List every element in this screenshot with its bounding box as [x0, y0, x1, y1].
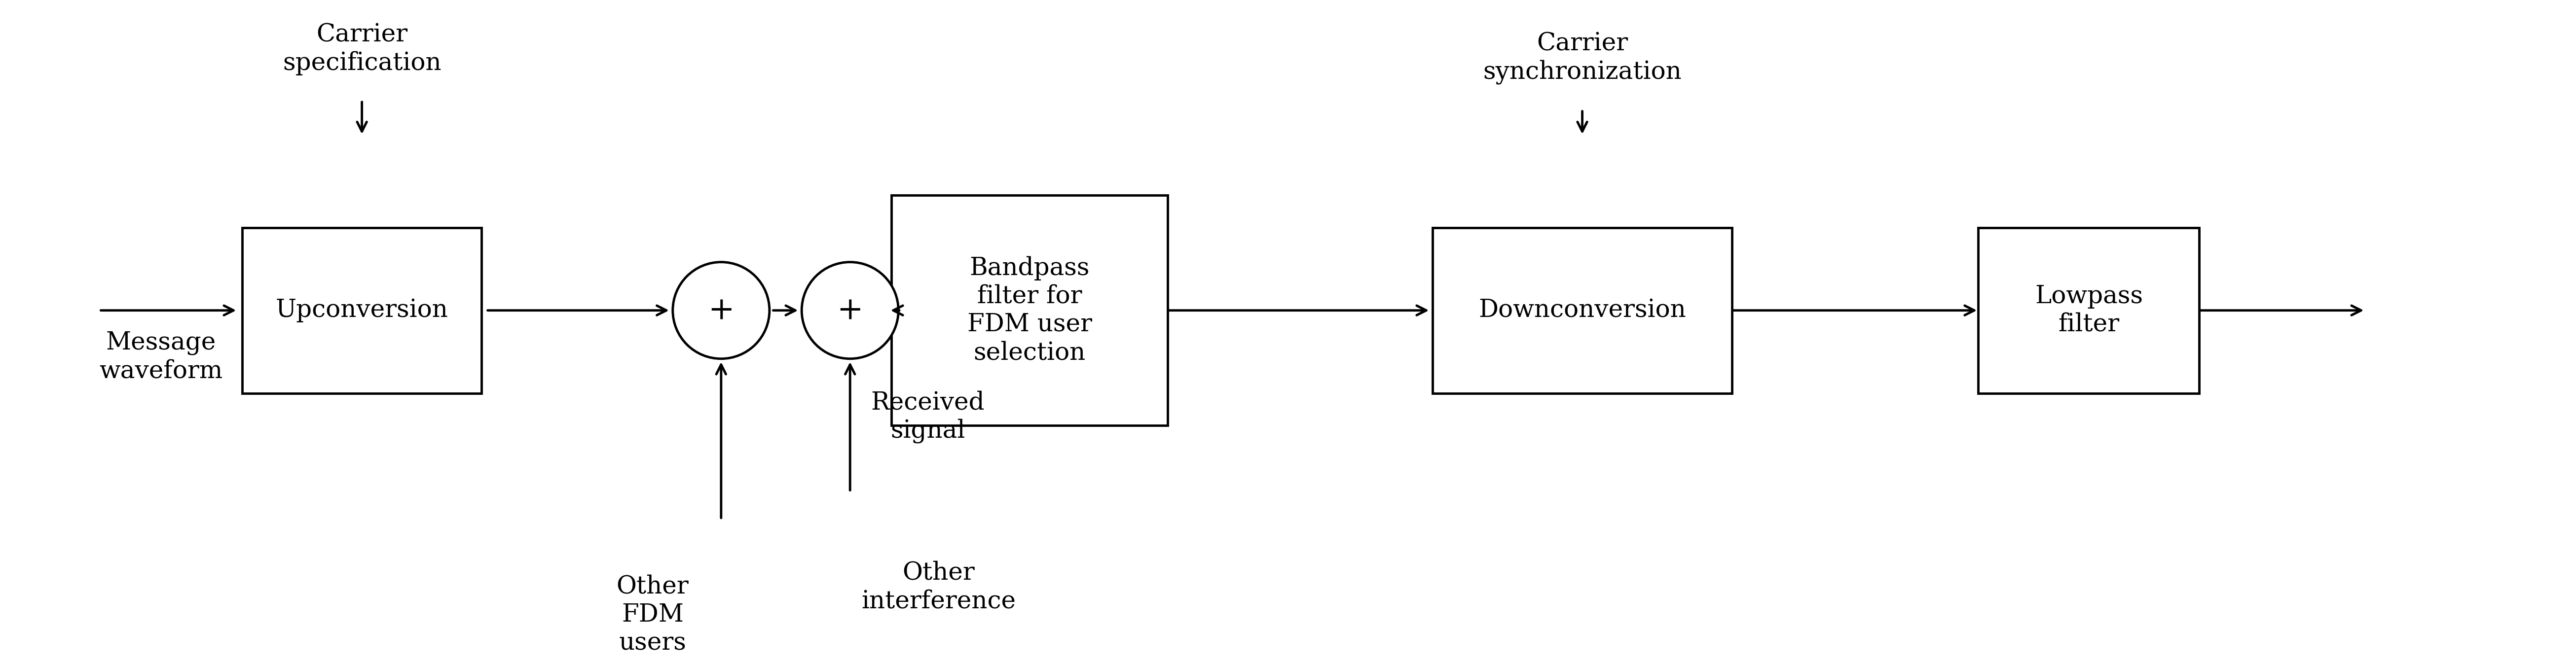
Text: Downconversion: Downconversion — [1479, 298, 1687, 323]
Text: +: + — [708, 295, 734, 325]
Text: Other
FDM
users: Other FDM users — [616, 574, 688, 655]
Bar — [1978, 228, 2200, 393]
Text: Lowpass
filter: Lowpass filter — [2035, 284, 2143, 337]
Circle shape — [801, 262, 899, 359]
Bar — [1432, 228, 1731, 393]
Text: Received
signal: Received signal — [871, 390, 984, 444]
Text: +: + — [837, 295, 863, 325]
Text: Message
waveform: Message waveform — [100, 331, 224, 383]
Circle shape — [672, 262, 770, 359]
Text: Bandpass
filter for
FDM user
selection: Bandpass filter for FDM user selection — [966, 256, 1092, 365]
Text: Other
interference: Other interference — [860, 560, 1015, 614]
Bar — [891, 195, 1167, 426]
Text: Carrier
specification: Carrier specification — [283, 23, 440, 75]
Text: Carrier
synchronization: Carrier synchronization — [1484, 32, 1682, 84]
Text: Upconversion: Upconversion — [276, 298, 448, 323]
Bar — [242, 228, 482, 393]
